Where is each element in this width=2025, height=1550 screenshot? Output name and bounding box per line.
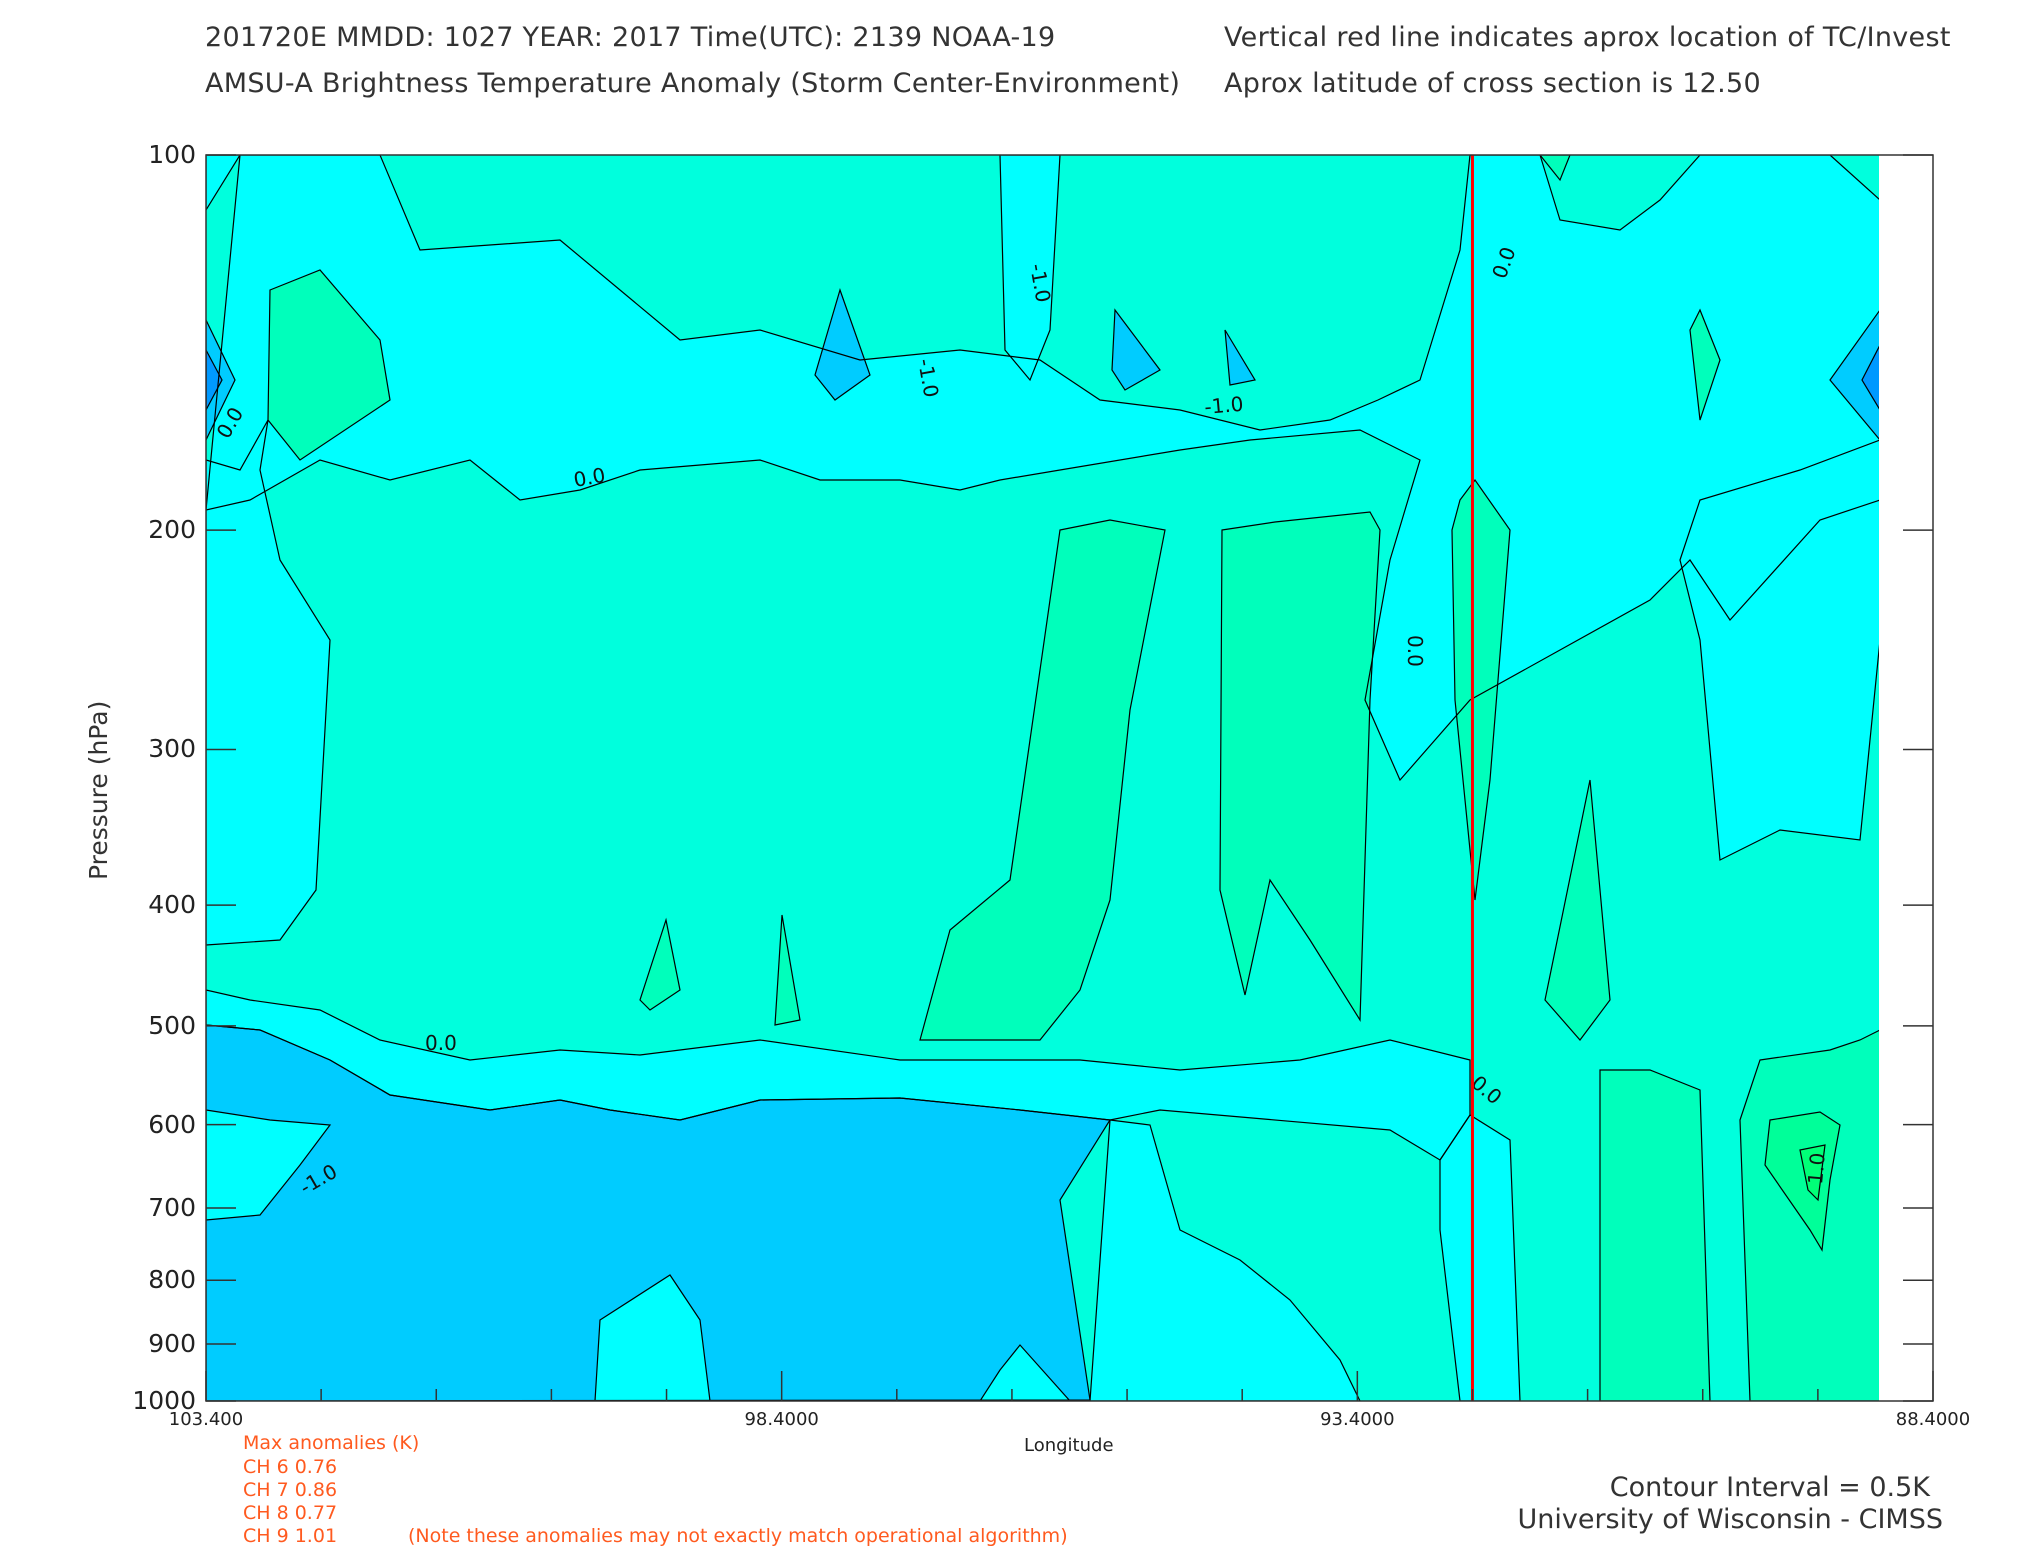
fill-blue-patch-1 bbox=[815, 290, 870, 400]
anomaly-ch9: CH 9 1.01 bbox=[243, 1525, 338, 1547]
y-axis-label: Pressure (hPa) bbox=[84, 700, 113, 880]
anomaly-ch7: CH 7 0.86 bbox=[243, 1479, 338, 1501]
contour-lines bbox=[206, 155, 1879, 1401]
contour-line bbox=[1539, 155, 1571, 182]
contour-line bbox=[1219, 511, 1381, 1022]
fill-green-spike-2 bbox=[775, 915, 800, 1025]
fill-lower-cyan-right bbox=[1090, 1120, 1360, 1401]
contour-line bbox=[1544, 779, 1611, 1041]
contour-line bbox=[814, 288, 871, 401]
fill-lower-cyan-mid bbox=[595, 1275, 710, 1401]
fill-deep-blue-right-edge bbox=[1862, 346, 1879, 409]
contour-line bbox=[206, 155, 241, 212]
contour-line bbox=[1089, 1119, 1361, 1401]
contour-fills bbox=[206, 155, 1879, 1401]
contour-line bbox=[979, 1344, 1071, 1401]
fill-right-cyan bbox=[1680, 440, 1879, 860]
y-tick-label: 400 bbox=[148, 890, 196, 920]
contour-line bbox=[1439, 1114, 1521, 1401]
y-tick-label: 900 bbox=[148, 1328, 196, 1358]
fill-cyan-strip-500 bbox=[206, 990, 1470, 1160]
contour-line bbox=[1861, 345, 1879, 410]
contour-line bbox=[774, 914, 801, 1026]
y-tick-label: 800 bbox=[148, 1265, 196, 1295]
y-tick-label: 600 bbox=[148, 1109, 196, 1139]
fill-left-cyan bbox=[206, 420, 330, 945]
y-tick-label: 300 bbox=[148, 734, 196, 764]
header-line1-right: Vertical red line indicates aprox locati… bbox=[1224, 22, 1951, 53]
fill-blue-patch-right-edge bbox=[1830, 311, 1879, 439]
y-tick-label: 200 bbox=[148, 515, 196, 545]
anomaly-ch8: CH 8 0.77 bbox=[243, 1502, 338, 1524]
contour-line bbox=[1764, 1111, 1841, 1252]
contour-line bbox=[206, 155, 1879, 782]
contour-label: 1.0 bbox=[1803, 1152, 1830, 1186]
contour-line bbox=[206, 419, 331, 946]
x-tick-label: 103.400 bbox=[168, 1409, 244, 1430]
fill-green-lower-right-1 bbox=[1600, 1070, 1710, 1401]
fill-green-tc bbox=[1452, 480, 1510, 900]
contour-label: -1.0 bbox=[1203, 392, 1244, 419]
y-tick-label: 100 bbox=[148, 140, 196, 169]
fill-deep-blue-left-edge bbox=[206, 350, 222, 410]
credit: University of Wisconsin - CIMSS bbox=[1517, 1504, 1943, 1535]
y-tick-label: 500 bbox=[148, 1010, 196, 1040]
plot-frame bbox=[205, 154, 1934, 1402]
contour-line bbox=[1679, 439, 1879, 861]
anomaly-note: (Note these anomalies may not exactly ma… bbox=[408, 1525, 1068, 1547]
header-line1-left: 201720E MMDD: 1027 YEAR: 2017 Time(UTC):… bbox=[205, 22, 1056, 53]
fill-lower-cyan-tc bbox=[1440, 1115, 1520, 1401]
contour-line bbox=[1689, 308, 1721, 421]
contour-line bbox=[1739, 1029, 1879, 1401]
contour-interval: Contour Interval = 0.5K bbox=[1609, 1472, 1930, 1503]
fill-green-upper-left bbox=[268, 270, 390, 460]
anomaly-ch6: CH 6 0.76 bbox=[243, 1456, 338, 1478]
contour-line bbox=[594, 1274, 711, 1401]
contour-line bbox=[919, 519, 1166, 1041]
y-axis-ticks bbox=[206, 154, 1933, 1402]
x-tick-label: 88.4000 bbox=[1895, 1409, 1971, 1430]
contour-line bbox=[1599, 1069, 1711, 1401]
x-tick-label: 98.4000 bbox=[744, 1409, 819, 1430]
header-line2-right: Aprox latitude of cross section is 12.50 bbox=[1224, 68, 1761, 99]
contour-line bbox=[1111, 308, 1161, 391]
contour-line bbox=[639, 917, 681, 1011]
fill-green-tall-1 bbox=[920, 520, 1165, 1040]
contour-line bbox=[1451, 478, 1511, 901]
fill-blue-patch-3 bbox=[1225, 330, 1255, 385]
contour-line bbox=[1224, 329, 1256, 386]
x-axis-ticks bbox=[205, 1371, 1934, 1401]
fill-mid-cyan-channel bbox=[1000, 155, 1060, 380]
x-axis-label: Longitude bbox=[1024, 1435, 1114, 1456]
fill-blue-patch-2 bbox=[1112, 310, 1160, 390]
contour-line bbox=[999, 155, 1061, 382]
fill-lower-blue bbox=[206, 1025, 1110, 1401]
fill-lower-cyan-mid2 bbox=[980, 1345, 1070, 1401]
contour-line bbox=[206, 349, 223, 411]
y-tick-label: 1000 bbox=[132, 1386, 196, 1415]
contour-label: 0.0 bbox=[572, 463, 607, 492]
contour-label: 0.0 bbox=[1403, 635, 1427, 667]
contour-line bbox=[206, 319, 236, 441]
fill-level-1-core bbox=[1800, 1145, 1825, 1200]
fill-green-tall-2 bbox=[1220, 512, 1380, 1020]
y-tick-label: 700 bbox=[148, 1192, 196, 1222]
contour-line bbox=[267, 269, 391, 461]
contour-line bbox=[1799, 1144, 1826, 1202]
anomalies-title: Max anomalies (K) bbox=[243, 1432, 420, 1454]
contour-label: 0.0 bbox=[425, 1031, 457, 1055]
header-line2-left: AMSU-A Brightness Temperature Anomaly (S… bbox=[205, 68, 1181, 99]
fill-green-spike-right bbox=[1545, 780, 1610, 1040]
contour-line bbox=[206, 1109, 332, 1221]
x-tick-label: 93.4000 bbox=[1320, 1409, 1395, 1430]
contour-line bbox=[1829, 310, 1879, 440]
fill-lower-cyan-left bbox=[206, 1110, 330, 1220]
